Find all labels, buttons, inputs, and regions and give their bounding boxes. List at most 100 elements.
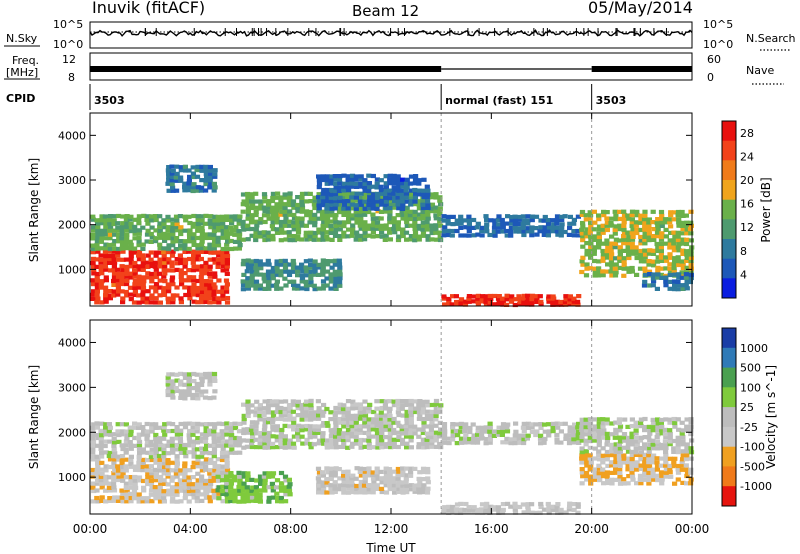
echo-cell bbox=[153, 285, 159, 290]
echo-cell bbox=[316, 230, 322, 235]
echo-cell bbox=[466, 299, 472, 304]
echo-cell bbox=[287, 413, 293, 418]
echo-cell bbox=[191, 299, 197, 304]
echo-cell bbox=[296, 437, 302, 443]
echo-cell bbox=[287, 219, 293, 224]
echo-cell bbox=[437, 198, 443, 203]
echo-cell bbox=[144, 429, 150, 434]
echo-cell bbox=[111, 228, 117, 233]
echo-cell bbox=[375, 445, 381, 450]
echo-cell bbox=[220, 296, 226, 301]
echo-cell bbox=[617, 460, 623, 465]
echo-cell bbox=[220, 491, 226, 496]
echo-cell bbox=[329, 430, 335, 435]
echo-cell bbox=[659, 231, 665, 236]
echo-cell bbox=[204, 279, 210, 284]
echo-cell bbox=[625, 445, 631, 450]
echo-cell bbox=[383, 174, 389, 179]
echo-cell bbox=[248, 205, 255, 211]
echo-cell bbox=[294, 265, 301, 270]
echo-cell bbox=[371, 479, 377, 484]
echo-cell bbox=[220, 253, 226, 259]
echo-cell bbox=[350, 427, 356, 432]
echo-cell bbox=[583, 231, 589, 236]
echo-cell bbox=[94, 282, 100, 287]
echo-cell bbox=[484, 229, 490, 234]
echo-cell bbox=[195, 491, 201, 496]
echo-cell bbox=[529, 299, 535, 304]
echo-cell bbox=[454, 228, 460, 234]
echo-cell bbox=[165, 300, 172, 305]
echo-cell bbox=[579, 421, 585, 426]
echo-cell bbox=[224, 428, 230, 433]
echo-cell bbox=[324, 223, 330, 228]
echo-cell bbox=[630, 234, 636, 239]
echo-cell bbox=[282, 437, 288, 442]
echo-cell bbox=[207, 378, 213, 383]
echo-cell bbox=[337, 483, 343, 488]
echo-cell bbox=[295, 209, 301, 214]
echo-cell bbox=[103, 474, 109, 479]
echo-cell bbox=[241, 474, 247, 479]
echo-cell bbox=[270, 488, 276, 493]
echo-cell bbox=[144, 275, 151, 280]
echo-cell bbox=[437, 431, 443, 436]
echo-cell bbox=[617, 449, 623, 455]
echo-cell bbox=[145, 228, 151, 233]
echo-cell bbox=[152, 485, 158, 490]
echo-cell bbox=[638, 252, 645, 257]
echo-cell bbox=[249, 424, 255, 429]
echo-cell bbox=[115, 292, 121, 297]
echo-cell bbox=[512, 510, 519, 515]
echo-cell bbox=[136, 278, 143, 283]
echo-cell bbox=[119, 243, 126, 248]
echo-cell bbox=[179, 282, 185, 287]
echo-cell bbox=[316, 195, 322, 200]
echo-cell bbox=[517, 440, 523, 445]
echo-cell bbox=[591, 251, 597, 256]
echo-cell bbox=[165, 228, 171, 233]
echo-cell bbox=[396, 185, 402, 190]
echo-cell bbox=[596, 241, 602, 246]
echo-cell bbox=[395, 213, 401, 218]
echo-cell bbox=[421, 490, 427, 495]
echo-cell bbox=[240, 282, 247, 287]
echo-cell bbox=[362, 469, 368, 474]
echo-cell bbox=[400, 413, 406, 418]
echo-cell bbox=[664, 258, 670, 263]
echo-cell bbox=[378, 195, 384, 200]
echo-cell bbox=[106, 428, 112, 434]
echo-cell bbox=[224, 225, 230, 230]
echo-cell bbox=[198, 478, 205, 483]
echo-cell bbox=[474, 225, 480, 230]
echo-cell bbox=[613, 470, 619, 475]
echo-cell bbox=[161, 478, 167, 483]
echo-cell bbox=[478, 507, 484, 512]
echo-cell bbox=[270, 424, 276, 429]
echo-cell bbox=[688, 467, 694, 472]
echo-cell bbox=[141, 478, 147, 484]
echo-cell bbox=[412, 187, 418, 193]
echo-cell bbox=[596, 213, 602, 218]
echo-cell bbox=[99, 450, 105, 456]
echo-cell bbox=[271, 213, 277, 218]
echo-cell bbox=[361, 185, 368, 190]
echo-cell bbox=[199, 242, 205, 247]
echo-cell bbox=[115, 221, 121, 226]
echo-cell bbox=[308, 269, 314, 274]
echo-cell bbox=[604, 223, 610, 228]
echo-cell bbox=[136, 293, 142, 298]
echo-cell bbox=[124, 492, 130, 497]
echo-cell bbox=[488, 218, 494, 223]
echo-cell bbox=[291, 234, 297, 239]
echo-cell bbox=[173, 214, 180, 219]
echo-cell bbox=[658, 252, 664, 257]
echo-cell bbox=[567, 221, 573, 226]
echo-cell bbox=[429, 402, 435, 408]
echo-cell bbox=[579, 450, 585, 455]
cpid-segment-label: 3503 bbox=[596, 94, 627, 107]
echo-cell bbox=[521, 440, 527, 446]
echo-cell bbox=[162, 481, 168, 486]
echo-cell bbox=[119, 422, 125, 427]
echo-cell bbox=[195, 267, 201, 272]
